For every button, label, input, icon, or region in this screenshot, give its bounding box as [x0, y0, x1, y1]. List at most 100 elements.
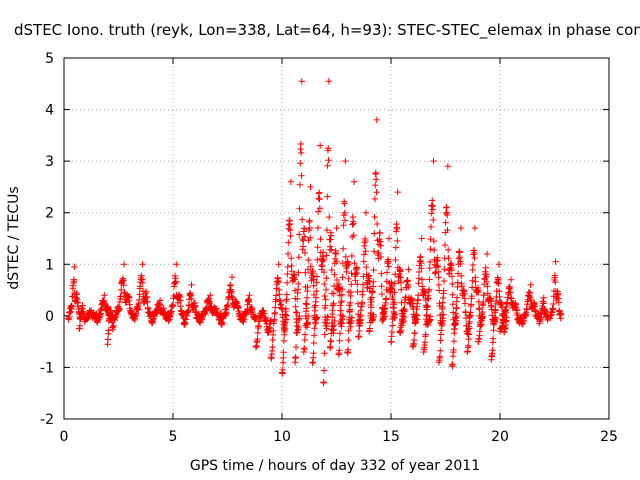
data-point: [345, 327, 352, 334]
data-point: [298, 78, 305, 85]
data-point: [370, 278, 377, 286]
data-point: [347, 299, 354, 307]
y-tick-label: 2: [45, 206, 54, 222]
data-point: [299, 243, 307, 250]
data-point: [362, 209, 370, 216]
data-point: [298, 172, 305, 179]
data-point: [402, 293, 409, 301]
x-tick-label: 15: [382, 429, 400, 445]
data-point: [341, 217, 349, 224]
data-point: [450, 338, 458, 345]
marker-layer: [65, 78, 565, 387]
data-point: [483, 278, 490, 286]
data-point: [507, 294, 514, 302]
data-point: [270, 327, 277, 335]
data-point: [358, 299, 366, 306]
data-point: [440, 277, 448, 285]
data-point: [327, 236, 334, 243]
data-point: [389, 322, 396, 329]
data-point: [377, 253, 385, 261]
data-point: [373, 220, 381, 228]
data-point: [438, 320, 445, 327]
data-point: [454, 279, 461, 286]
data-point: [391, 280, 399, 287]
data-point: [306, 224, 314, 232]
data-point: [372, 182, 379, 189]
data-point: [424, 303, 431, 310]
data-point: [314, 244, 321, 251]
data-point: [338, 285, 346, 293]
data-point: [434, 257, 441, 264]
data-point: [311, 307, 319, 315]
data-point: [484, 283, 491, 290]
data-point: [467, 309, 474, 316]
data-point: [491, 316, 498, 324]
data-point: [288, 268, 296, 275]
data-point: [325, 145, 332, 152]
data-point: [388, 328, 396, 336]
data-point: [388, 285, 396, 292]
data-point: [465, 331, 473, 338]
data-point: [363, 263, 370, 271]
tick-layer: 0 5 10 15 20 25 -2 -1 0 1 2 3 4 5: [40, 51, 618, 445]
data-point: [283, 291, 290, 298]
data-point: [350, 232, 357, 239]
data-point: [471, 224, 479, 232]
data-point: [449, 301, 457, 308]
data-point: [279, 366, 286, 374]
data-point: [437, 337, 444, 344]
data-point: [489, 335, 497, 342]
data-point: [448, 273, 456, 280]
data-point: [453, 304, 460, 312]
data-point: [429, 216, 437, 224]
data-point: [201, 310, 209, 318]
data-point: [475, 289, 482, 296]
data-point: [427, 313, 434, 320]
data-point: [495, 261, 503, 268]
data-point: [343, 268, 350, 276]
data-point: [345, 261, 352, 268]
data-point: [295, 323, 302, 331]
data-point: [360, 258, 367, 265]
data-point: [328, 266, 335, 274]
data-point: [326, 243, 334, 250]
y-axis-label: dSTEC / TECUs: [6, 186, 22, 289]
data-point: [105, 327, 112, 334]
data-point: [284, 250, 292, 258]
data-point: [550, 300, 557, 308]
data-point: [306, 217, 313, 225]
data-point: [286, 220, 294, 228]
data-point: [323, 275, 330, 282]
data-point: [330, 290, 337, 297]
data-point: [382, 295, 390, 302]
data-point: [156, 297, 164, 304]
data-point: [223, 310, 230, 317]
data-point: [422, 331, 429, 338]
data-point: [353, 269, 361, 277]
data-point: [342, 253, 349, 261]
y-tick-label: 0: [45, 309, 54, 325]
data-point: [126, 294, 133, 301]
data-point: [311, 303, 318, 311]
data-point: [309, 269, 317, 277]
data-point: [73, 289, 81, 297]
data-point: [281, 326, 288, 334]
data-point: [410, 336, 418, 344]
data-point: [315, 189, 323, 196]
data-point: [349, 221, 356, 228]
data-point: [312, 294, 320, 301]
data-point: [348, 281, 355, 288]
data-point: [104, 336, 112, 343]
data-point: [442, 219, 449, 226]
data-point: [397, 279, 405, 286]
data-point: [300, 237, 307, 244]
data-point: [340, 222, 347, 229]
data-point: [437, 347, 444, 354]
data-point: [342, 157, 349, 165]
data-point: [378, 270, 385, 277]
data-point: [359, 281, 367, 288]
data-point: [468, 292, 475, 300]
data-point: [425, 286, 433, 293]
data-point: [297, 140, 305, 148]
